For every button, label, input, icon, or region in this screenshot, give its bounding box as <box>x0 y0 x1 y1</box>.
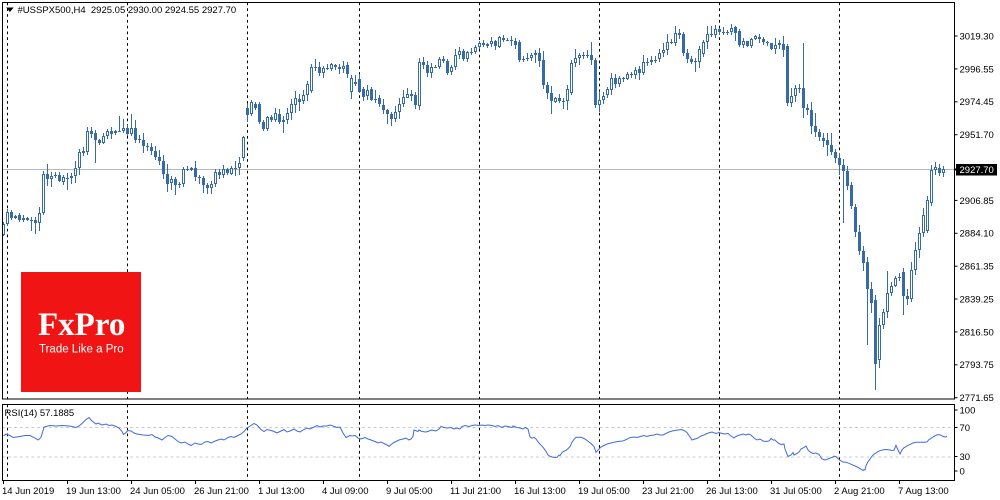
svg-text:2974.45: 2974.45 <box>960 97 994 108</box>
svg-text:2996.55: 2996.55 <box>960 64 994 75</box>
svg-text:19 Jun 13:00: 19 Jun 13:00 <box>66 486 121 497</box>
svg-text:11 Jul 21:00: 11 Jul 21:00 <box>450 486 501 497</box>
svg-text:7 Aug 13:00: 7 Aug 13:00 <box>898 486 949 497</box>
svg-text:2951.70: 2951.70 <box>960 130 994 141</box>
svg-text:70: 70 <box>960 423 971 434</box>
svg-text:FxPro: FxPro <box>38 307 125 343</box>
svg-text:0: 0 <box>960 466 965 477</box>
svg-text:1 Jul 13:00: 1 Jul 13:00 <box>258 486 304 497</box>
svg-text:2927.70: 2927.70 <box>960 165 994 176</box>
svg-text:2793.75: 2793.75 <box>960 360 994 371</box>
svg-text:2 Aug 21:00: 2 Aug 21:00 <box>834 486 885 497</box>
svg-text:9 Jul 05:00: 9 Jul 05:00 <box>386 486 432 497</box>
svg-text:2884.10: 2884.10 <box>960 229 994 240</box>
svg-text:#USSPX500,H4 2925.05 2930.00: #USSPX500,H4 2925.05 2930.00 2924.55 292… <box>18 5 237 16</box>
svg-text:26 Jun 21:00: 26 Jun 21:00 <box>194 486 249 497</box>
svg-text:16 Jul 13:00: 16 Jul 13:00 <box>514 486 566 497</box>
svg-text:24 Jun 05:00: 24 Jun 05:00 <box>130 486 185 497</box>
svg-text:30: 30 <box>960 452 971 463</box>
svg-text:4 Jul 09:00: 4 Jul 09:00 <box>322 486 368 497</box>
svg-text:14 Jun 2019: 14 Jun 2019 <box>2 486 54 497</box>
svg-text:Trade Like a Pro: Trade Like a Pro <box>39 344 124 356</box>
svg-text:RSI(14) 57.1885: RSI(14) 57.1885 <box>5 408 75 419</box>
svg-text:26 Jul 13:00: 26 Jul 13:00 <box>706 486 758 497</box>
svg-text:31 Jul 05:00: 31 Jul 05:00 <box>770 486 822 497</box>
svg-text:3019.30: 3019.30 <box>960 31 994 42</box>
svg-text:23 Jul 21:00: 23 Jul 21:00 <box>642 486 694 497</box>
svg-text:2906.85: 2906.85 <box>960 196 994 207</box>
svg-text:19 Jul 05:00: 19 Jul 05:00 <box>578 486 630 497</box>
svg-text:100: 100 <box>960 405 976 416</box>
svg-text:2861.35: 2861.35 <box>960 262 994 273</box>
svg-text:2816.50: 2816.50 <box>960 327 994 338</box>
svg-text:2771.65: 2771.65 <box>960 393 994 404</box>
svg-text:2839.25: 2839.25 <box>960 294 994 305</box>
